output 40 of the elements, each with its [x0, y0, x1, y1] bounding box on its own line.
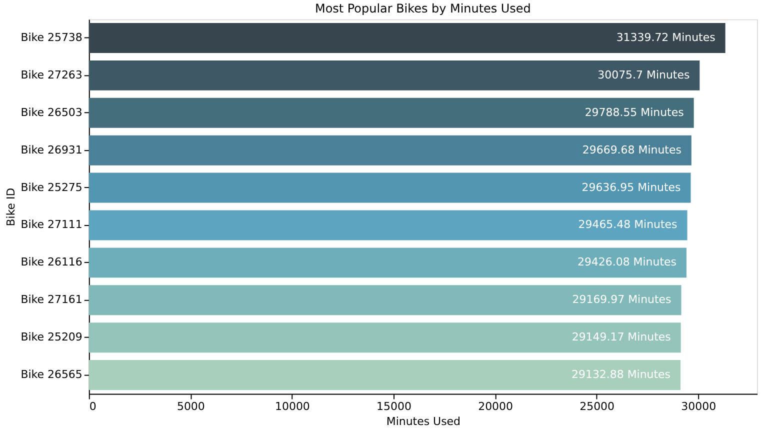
data-label: 29669.68 Minutes — [582, 143, 682, 156]
x-axis-title: Minutes Used — [386, 415, 461, 428]
data-label: 29426.08 Minutes — [577, 256, 677, 269]
bar — [88, 98, 694, 128]
data-label: 31339.72 Minutes — [616, 30, 716, 44]
y-tick-label: Bike 26503 — [20, 106, 82, 119]
x-tick-label: 0 — [89, 400, 96, 414]
bar — [88, 322, 681, 353]
data-label: 29636.95 Minutes — [582, 180, 682, 194]
y-tick-label: Bike 27263 — [20, 68, 82, 82]
bar — [88, 285, 682, 316]
bar — [88, 172, 691, 203]
y-tick-label: Bike 26116 — [20, 256, 82, 269]
y-tick-label: Bike 25738 — [20, 30, 82, 44]
x-tick-label: 15000 — [376, 400, 412, 414]
x-tick-label: 30000 — [681, 400, 716, 414]
bar — [88, 60, 700, 90]
bar — [88, 248, 686, 278]
data-label: 29169.97 Minutes — [572, 293, 672, 306]
data-label: 29132.88 Minutes — [572, 368, 671, 382]
x-tick-label: 5000 — [176, 400, 205, 414]
data-label: 29465.48 Minutes — [578, 218, 678, 232]
bar — [88, 210, 688, 240]
bar — [88, 23, 726, 53]
y-tick-label: Bike 26565 — [20, 368, 82, 382]
data-label: 30075.7 Minutes — [598, 68, 690, 82]
bar — [88, 360, 681, 390]
data-label: 29149.17 Minutes — [572, 330, 672, 344]
y-tick-label: Bike 25275 — [20, 180, 82, 194]
x-tick-label: 10000 — [275, 400, 310, 414]
y-tick-label: Bike 26931 — [20, 143, 82, 156]
y-tick-label: Bike 27111 — [20, 218, 82, 232]
chart-title: Most Popular Bikes by Minutes Used — [315, 1, 531, 16]
y-tick-label: Bike 25209 — [20, 330, 82, 344]
bar — [88, 135, 692, 166]
y-axis-title: Bike ID — [4, 188, 18, 226]
x-tick-label: 20000 — [478, 400, 513, 414]
data-label: 29788.55 Minutes — [584, 106, 684, 119]
x-tick-label: 25000 — [580, 400, 615, 414]
y-tick-label: Bike 27161 — [20, 293, 82, 306]
